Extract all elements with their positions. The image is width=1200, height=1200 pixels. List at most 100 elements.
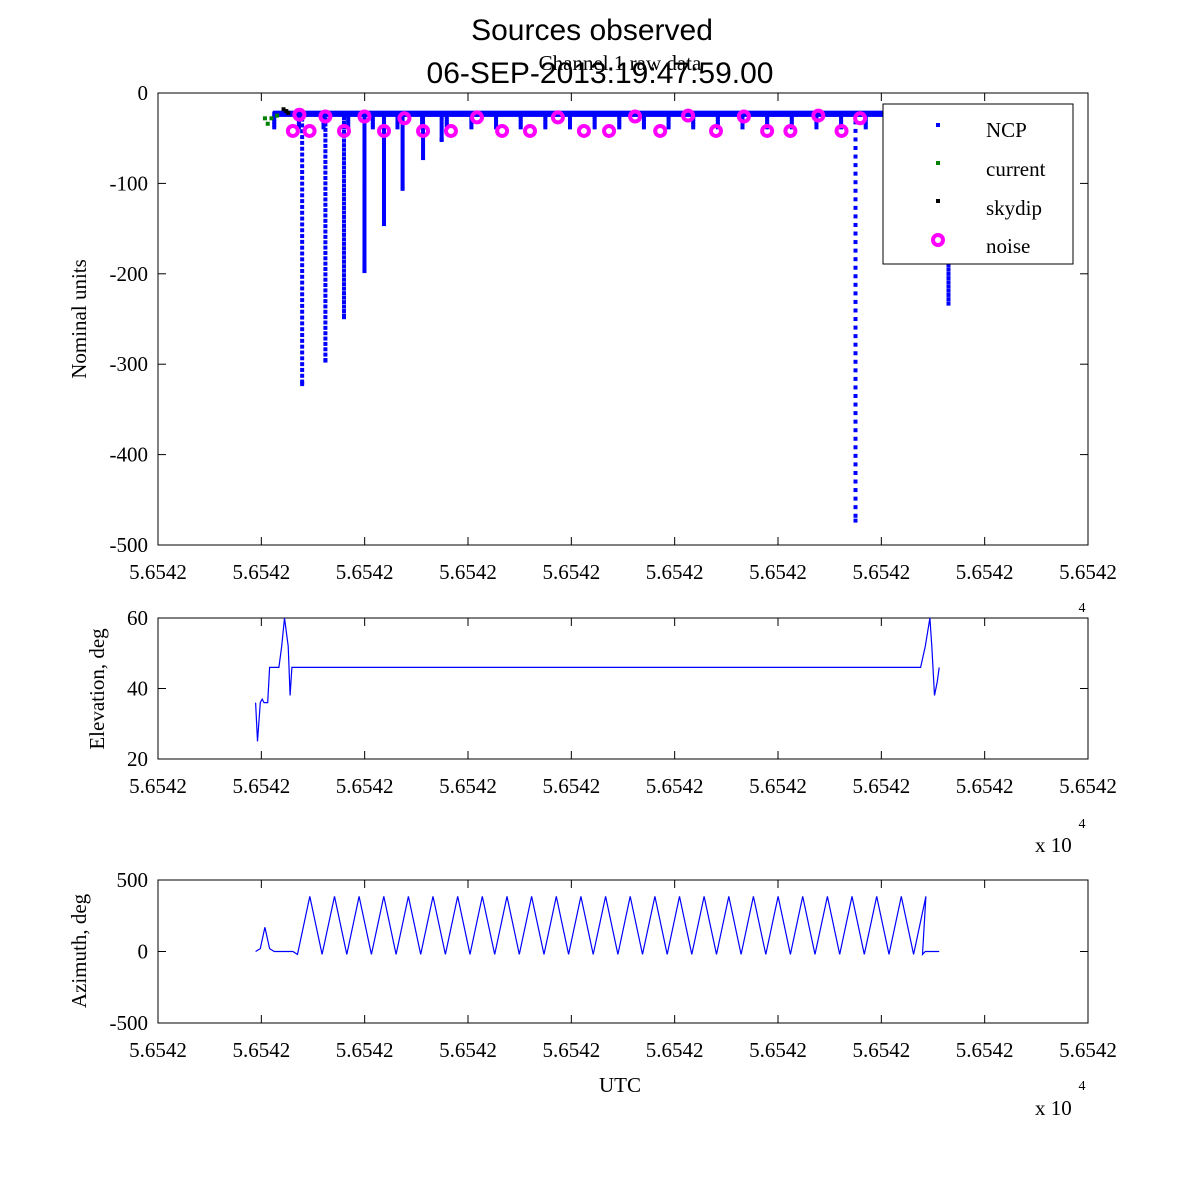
ncp-point (300, 274, 305, 279)
ncp-point (381, 213, 386, 218)
ncp-point (300, 164, 305, 169)
ncp-point (381, 191, 386, 196)
ncp-point (853, 359, 858, 364)
ncp-point (715, 117, 720, 122)
x-tick-label: 5.6542 (749, 560, 807, 584)
ncp-point (342, 120, 346, 125)
ncp-point (342, 205, 346, 210)
exponent-power-middle: 4 (1079, 817, 1086, 832)
ncp-point (272, 119, 277, 124)
ncp-point (300, 111, 305, 116)
ncp-point (853, 163, 858, 168)
legend-entry-current: current (936, 157, 1046, 181)
ncp-point (362, 191, 367, 196)
ncp-point (444, 114, 449, 119)
ncp-point (395, 125, 400, 130)
ncp-point (362, 180, 367, 185)
ncp-point (439, 126, 444, 131)
ncp-point (342, 147, 346, 152)
ncp-point (469, 122, 474, 127)
ncp-point (300, 338, 305, 343)
ncp-point (715, 111, 720, 116)
ncp-point (362, 249, 367, 254)
ncp-point (362, 137, 367, 142)
ncp-point (296, 125, 301, 130)
ncp-point (946, 292, 951, 297)
ncp-point (300, 350, 305, 355)
ncp-point (381, 187, 386, 192)
ncp-point (323, 159, 328, 164)
ncp-point (362, 187, 367, 192)
ncp-point (381, 194, 386, 199)
current-point (262, 116, 267, 121)
ncp-point (362, 162, 367, 167)
ncp-point (323, 347, 328, 352)
x-tick-label: 5.6542 (852, 560, 910, 584)
ncp-point (381, 166, 386, 171)
ncp-point (323, 213, 328, 218)
ncp-point (715, 119, 720, 124)
x-tick-label: 5.6542 (956, 560, 1014, 584)
ncp-point (300, 292, 305, 297)
ncp-point (296, 114, 301, 119)
ncp-point (300, 309, 305, 314)
ncp-point (323, 143, 328, 148)
ncp-point (381, 222, 386, 227)
x-tick-label: 5.6542 (1059, 560, 1117, 584)
ncp-point (814, 114, 819, 119)
ncp-point (853, 248, 858, 253)
azimuth-xlabel: UTC (599, 1073, 641, 1097)
ncp-point (362, 194, 367, 199)
ncp-point (853, 291, 858, 296)
ncp-point (300, 158, 305, 163)
x-tick-label: 5.6542 (129, 560, 187, 584)
y-tick-label: -200 (110, 262, 149, 286)
ncp-point (617, 111, 622, 116)
ncp-point (853, 265, 858, 270)
ncp-point (814, 122, 819, 127)
x-tick-label: 5.6542 (336, 1038, 394, 1062)
legend-entry-skydip: skydip (936, 196, 1042, 220)
noise-point (811, 108, 826, 123)
ncp-point (421, 119, 426, 124)
ncp-point (342, 196, 346, 201)
legend-marker-noise (931, 233, 945, 247)
ncp-point (543, 114, 548, 119)
ncp-point (666, 114, 671, 119)
ncp-point (381, 119, 386, 124)
ncp-point (666, 119, 671, 124)
ncp-point (494, 114, 499, 119)
ncp-point (946, 297, 951, 302)
ncp-point (469, 119, 474, 124)
ncp-point (381, 180, 386, 185)
ncp-point (362, 173, 367, 178)
ncp-point (342, 295, 346, 300)
ncp-point (740, 117, 745, 122)
ncp-point (323, 133, 328, 138)
ncp-point (346, 117, 351, 122)
x-tick-label: 5.6542 (439, 774, 497, 798)
ncp-point (400, 184, 405, 189)
ncp-point (946, 271, 951, 276)
ncp-point (272, 111, 277, 116)
current-point (275, 113, 280, 118)
ncp-point (300, 210, 305, 215)
ncp-point (789, 119, 794, 124)
ncp-point (421, 111, 426, 116)
ncp-point (300, 123, 305, 128)
ncp-point (323, 256, 328, 261)
ncp-point (518, 119, 523, 124)
ncp-point (362, 241, 367, 246)
ncp-point (342, 237, 346, 242)
ncp-point (494, 122, 499, 127)
ncp-point (323, 245, 328, 250)
ncp-point (444, 111, 449, 116)
ncp-point (853, 205, 858, 210)
ncp-point (323, 218, 328, 223)
ncp-point (592, 111, 597, 116)
ncp-point (592, 125, 597, 130)
ncp-point (381, 184, 386, 189)
ncp-point (323, 127, 328, 132)
x-tick-label: 5.6542 (129, 1038, 187, 1062)
